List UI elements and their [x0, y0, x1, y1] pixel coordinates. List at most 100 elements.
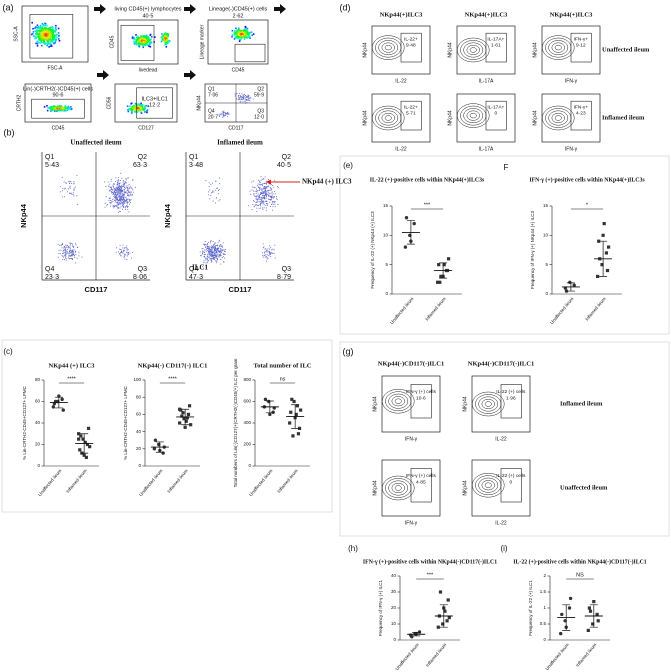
- event-dot: [125, 185, 127, 187]
- event-dot: [137, 107, 140, 110]
- event-dot: [69, 250, 71, 252]
- event-dot: [72, 244, 74, 246]
- x-axis-label: IFN-γ: [565, 146, 578, 152]
- event-dot: [223, 114, 225, 116]
- event-dot: [247, 97, 249, 99]
- y-tick-label: 0: [543, 637, 546, 642]
- event-dot: [35, 26, 37, 28]
- error-bar: [599, 240, 608, 277]
- event-dot: [211, 252, 213, 254]
- event-dot: [38, 29, 40, 32]
- event-dot: [108, 185, 110, 187]
- event-dot: [253, 190, 254, 192]
- event-dot: [46, 40, 49, 43]
- y-tick-label: 600: [243, 399, 251, 404]
- event-dot: [265, 207, 267, 209]
- event-dot: [276, 186, 278, 187]
- event-dot: [59, 105, 62, 108]
- event-dot: [140, 112, 143, 114]
- event-dot: [122, 196, 124, 198]
- gate-value: 5·71: [406, 110, 416, 116]
- event-dot: [253, 200, 255, 202]
- event-dot: [110, 180, 112, 182]
- event-dot: [125, 200, 127, 202]
- event-dot: [123, 180, 125, 182]
- event-dot: [218, 250, 220, 252]
- event-dot: [261, 178, 263, 180]
- event-dot: [65, 182, 67, 184]
- data-point: [297, 426, 302, 430]
- event-dot: [168, 39, 170, 42]
- event-dot: [118, 210, 120, 212]
- event-dot: [108, 199, 110, 201]
- event-dot: [266, 258, 268, 260]
- event-dot: [122, 202, 123, 204]
- event-dot: [209, 251, 211, 253]
- event-dot: [119, 193, 121, 195]
- contour: [481, 480, 495, 491]
- event-dot: [258, 208, 260, 210]
- event-dot: [141, 107, 143, 110]
- data-point: [564, 289, 569, 293]
- event-dot: [252, 204, 254, 205]
- event-dot: [269, 199, 271, 200]
- event-dot: [260, 200, 262, 202]
- event-dot: [221, 250, 223, 251]
- event-dot: [149, 41, 151, 44]
- gate: [400, 32, 422, 63]
- event-dot: [59, 191, 61, 193]
- event-dot: [268, 251, 270, 252]
- event-dot: [117, 203, 119, 205]
- data-point: [567, 606, 572, 610]
- y-tick-label: 200: [243, 442, 251, 447]
- event-dot: [123, 184, 125, 186]
- event-dot: [139, 106, 142, 109]
- y-tick-label: 0: [248, 463, 251, 468]
- gate-value: 10·6: [416, 396, 426, 402]
- event-dot: [220, 112, 222, 114]
- event-dot: [129, 105, 131, 107]
- event-dot: [218, 255, 220, 257]
- event-dot: [72, 254, 74, 256]
- event-dot: [216, 187, 218, 189]
- event-dot: [217, 193, 219, 195]
- event-dot: [258, 179, 260, 181]
- event-dot: [246, 32, 248, 35]
- event-dot: [62, 107, 64, 110]
- event-dot: [223, 253, 224, 255]
- event-dot: [72, 252, 74, 254]
- x-tick-label: Inflamed ileum: [65, 468, 88, 494]
- event-dot: [131, 194, 133, 195]
- event-dot: [270, 247, 272, 249]
- event-dot: [216, 262, 218, 264]
- event-dot: [122, 194, 124, 195]
- event-dot: [64, 187, 66, 189]
- event-dot: [122, 205, 124, 207]
- event-dot: [244, 31, 247, 34]
- x-tick-label: Unaffected ileum: [394, 642, 420, 671]
- panel-label: (c): [3, 347, 13, 356]
- event-dot: [55, 106, 58, 108]
- event-dot: [121, 195, 123, 197]
- event-dot: [39, 36, 42, 39]
- event-dot: [129, 108, 132, 111]
- event-dot: [242, 96, 244, 98]
- event-dot: [125, 247, 127, 249]
- event-dot: [272, 193, 274, 195]
- event-dot: [66, 246, 68, 248]
- contour: [481, 398, 495, 410]
- event-dot: [116, 195, 117, 197]
- event-dot: [125, 254, 127, 256]
- data-point: [436, 625, 440, 629]
- event-dot: [269, 254, 271, 256]
- event-dot: [215, 248, 217, 250]
- event-dot: [260, 188, 262, 190]
- event-dot: [118, 183, 120, 185]
- event-dot: [124, 189, 126, 191]
- y-tick-label: 0: [138, 463, 141, 468]
- row-label: Inflamed ileum: [602, 114, 645, 121]
- event-dot: [70, 192, 72, 194]
- event-dot: [55, 38, 58, 41]
- event-dot: [277, 186, 279, 188]
- event-dot: [66, 252, 68, 254]
